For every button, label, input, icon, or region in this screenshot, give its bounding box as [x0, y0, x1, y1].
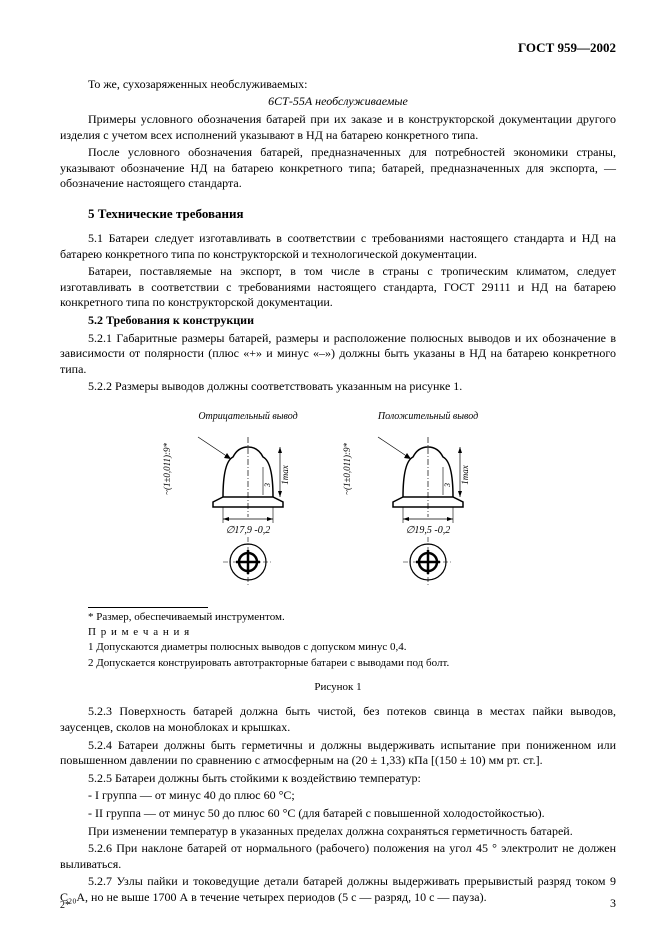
intro-line3: После условного обозначения батарей, пре…	[60, 145, 616, 192]
pos-label-text: Положительный вывод	[377, 411, 478, 422]
pos-dia: ∅19,5 -0,2	[406, 525, 451, 536]
para-5-2-6: 5.2.6 При наклоне батарей от нормального…	[60, 841, 616, 872]
para-5-2-title: 5.2 Требования к конструкции	[60, 313, 616, 329]
para-5-2-4: 5.2.4 Батареи должны быть герметичны и д…	[60, 738, 616, 769]
para-5-2-1: 5.2.1 Габаритные размеры батарей, размер…	[60, 331, 616, 378]
sheet-mark: 2*	[60, 899, 70, 912]
para-5-2-2: 5.2.2 Размеры выводов должны соответство…	[60, 379, 616, 395]
standard-code: ГОСТ 959—2002	[60, 40, 616, 57]
para-5-1b: Батареи, поставляемые на экспорт, в том …	[60, 264, 616, 311]
note-2: 2 Допускается конструировать автотрактор…	[60, 656, 616, 670]
neg-taper: ~(1±0,011):9*	[162, 442, 172, 494]
note-1: 1 Допускаются диаметры полюсных выводов …	[60, 640, 616, 654]
section-5-title: 5 Технические требования	[88, 206, 616, 223]
para-5-2-3: 5.2.3 Поверхность батарей должна быть чи…	[60, 704, 616, 735]
page-number: 3	[610, 896, 616, 912]
para-5-2-5c: При изменении температур в указанных пре…	[60, 824, 616, 840]
neg-label-text: Отрицательный вывод	[198, 411, 297, 422]
footnote-star: * Размер, обеспечиваемый инструментом.	[60, 610, 616, 624]
neg-dia: ∅17,9 -0,2	[226, 525, 271, 536]
para-5-2-5: 5.2.5 Батареи должны быть стойкими к воз…	[60, 771, 616, 787]
neg-ring: 3	[263, 483, 272, 488]
pos-ring: 3	[443, 483, 452, 488]
figure-1: Отрицательный вывод ~(1±0,011):9* 1max 3…	[148, 407, 528, 597]
para-5-2-7: 5.2.7 Узлы пайки и токоведущие детали ба…	[60, 874, 616, 905]
figure-caption: Рисунок 1	[60, 680, 616, 694]
example-designation: 6СТ-55А необслуживаемые	[60, 94, 616, 110]
para-5-2-5a: - I группа — от минус 40 до плюс 60 °С;	[60, 788, 616, 804]
terminal-diagram-svg: Отрицательный вывод ~(1±0,011):9* 1max 3…	[148, 407, 528, 597]
notes-title: П р и м е ч а н и я	[60, 625, 616, 639]
pos-hdim: 1max	[460, 465, 470, 485]
intro-line1: То же, сухозаряженных необслуживаемых:	[60, 77, 616, 93]
footnote-rule	[88, 607, 208, 608]
neg-hdim: 1max	[280, 465, 290, 485]
intro-line2: Примеры условного обозначения батарей пр…	[60, 112, 616, 143]
para-5-1a: 5.1 Батареи следует изготавливать в соот…	[60, 231, 616, 262]
para-5-2-5b: - II группа — от минус 50 до плюс 60 °С …	[60, 806, 616, 822]
pos-taper: ~(1±0,011):9*	[342, 442, 352, 494]
